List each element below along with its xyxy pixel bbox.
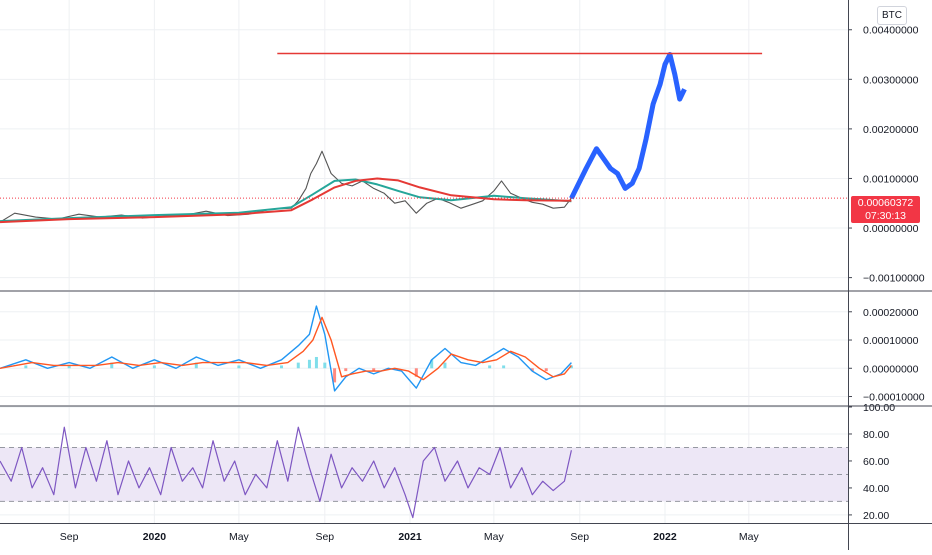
x-tick-label: May	[484, 531, 505, 543]
x-tick-label: 2022	[653, 531, 677, 543]
signal-line	[0, 316, 572, 381]
x-tick-label: Sep	[315, 531, 334, 543]
x-tick-label: 2021	[398, 531, 422, 543]
macd-histogram-bar	[314, 356, 318, 369]
y-tick-label: 0.00000000	[863, 363, 919, 375]
macd-histogram-bar	[443, 362, 447, 369]
macd-histogram-bar	[67, 365, 71, 369]
price-countdown: 07:30:13	[865, 210, 906, 222]
projection-series-line	[569, 52, 687, 200]
macd-histogram-bar	[344, 368, 348, 372]
macd-histogram-bar	[544, 368, 548, 372]
macd-line	[0, 305, 572, 392]
last-price-label: 0.00060372 07:30:13	[851, 196, 920, 223]
macd-histogram-bar	[372, 368, 376, 372]
y-tick-label: 20.00	[863, 510, 889, 522]
y-tick-label: 80.00	[863, 429, 889, 441]
x-tick-label: 2020	[143, 531, 167, 543]
macd-histogram-bar	[296, 362, 300, 369]
macd-histogram-bar	[24, 365, 28, 369]
x-tick-label: Sep	[60, 531, 79, 543]
y-tick-label: 0.00300000	[863, 74, 919, 86]
macd-histogram-bar	[430, 359, 434, 369]
ma-slow-line	[0, 177, 572, 224]
y-tick-label: 100.00	[863, 402, 895, 414]
y-tick-label: 0.00010000	[863, 335, 919, 347]
x-tick-label: Sep	[570, 531, 589, 543]
y-tick-label: −0.00100000	[863, 273, 925, 285]
macd-histogram-bar	[502, 365, 506, 369]
x-tick-label: May	[739, 531, 760, 543]
y-tick-label: 0.00100000	[863, 173, 919, 185]
macd-histogram-bar	[323, 362, 327, 369]
y-tick-label: 40.00	[863, 483, 889, 495]
currency-badge[interactable]: BTC	[877, 6, 907, 25]
y-tick-label: −0.00010000	[863, 392, 925, 404]
last-price-value: 0.00060372	[857, 197, 914, 209]
y-tick-label: 60.00	[863, 456, 889, 468]
y-tick-label: 0.00020000	[863, 307, 919, 319]
macd-histogram-bar	[110, 362, 114, 369]
macd-histogram-bar	[194, 362, 198, 369]
x-tick-label: May	[229, 531, 250, 543]
macd-histogram-bar	[414, 368, 418, 377]
y-tick-label: 0.00400000	[863, 25, 919, 37]
y-tick-label: 0.00200000	[863, 124, 919, 136]
macd-histogram-bar	[152, 365, 156, 369]
macd-histogram-bar	[333, 368, 337, 383]
macd-histogram-bar	[237, 365, 241, 369]
macd-histogram-bar	[280, 365, 284, 369]
y-tick-label: 0.00000000	[863, 223, 919, 235]
rsi-line	[0, 426, 572, 519]
macd-histogram-bar	[307, 359, 311, 369]
macd-histogram-bar	[569, 365, 573, 369]
macd-histogram-bar	[488, 365, 492, 369]
macd-histogram-bar	[530, 368, 534, 372]
